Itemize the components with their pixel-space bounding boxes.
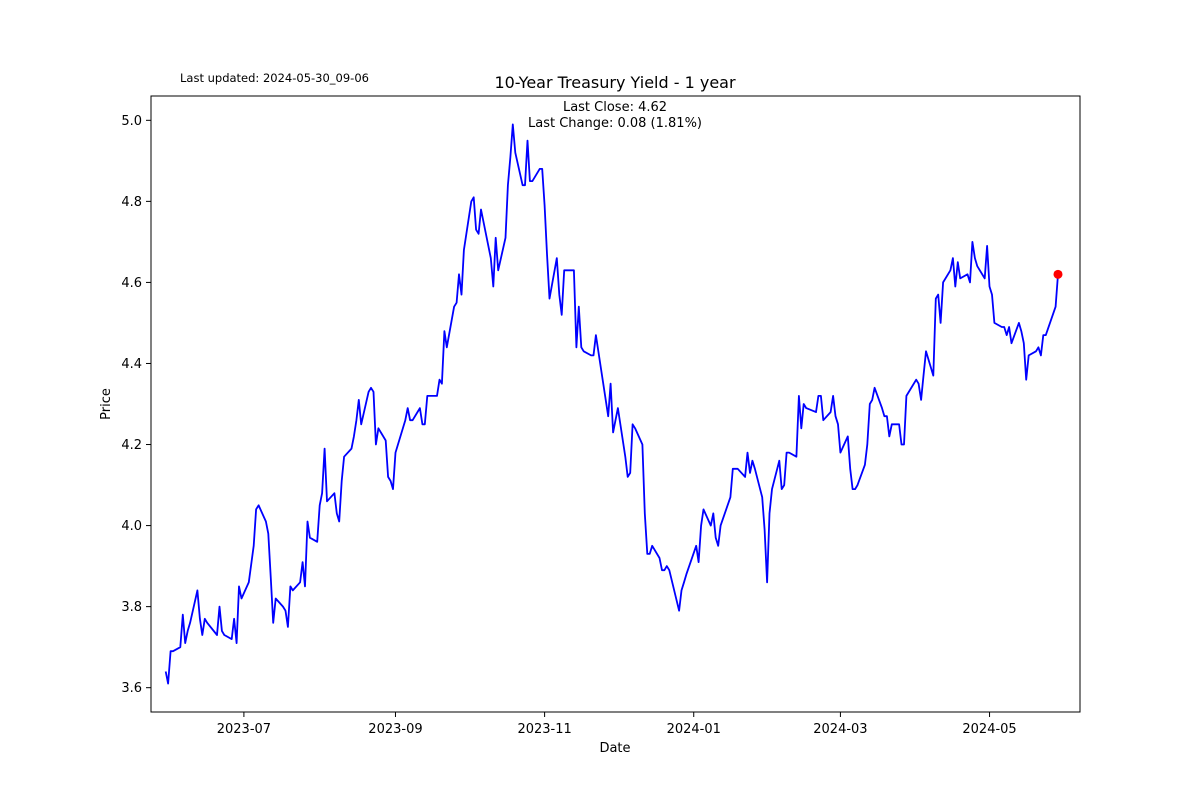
x-tick-label: 2023-07 [217, 722, 271, 737]
plot-frame [150, 95, 1081, 713]
y-tick-label: 5.0 [121, 114, 142, 129]
x-tick-label: 2023-09 [368, 722, 422, 737]
y-axis: 3.6 3.8 4.0 4.2 4.4 4.6 4.8 5.0 [121, 114, 151, 696]
x-tick-label: 2024-01 [667, 722, 721, 737]
x-tick-label: 2023-11 [517, 722, 571, 737]
y-tick-label: 4.0 [121, 519, 142, 534]
x-tick-label: 2024-05 [962, 722, 1016, 737]
y-axis-title: Price [99, 388, 114, 420]
series-line [164, 123, 1059, 685]
y-tick-label: 3.8 [121, 600, 142, 615]
y-tick-label: 4.8 [121, 195, 142, 210]
x-tick-label: 2024-03 [813, 722, 867, 737]
last-change-annotation: Last Change: 0.08 (1.81%) [528, 116, 702, 131]
y-tick-label: 3.6 [121, 681, 142, 696]
y-tick-label: 4.2 [121, 438, 142, 453]
plot-area: 3.63.84.04.24.44.64.85.0 2023-07 2023-09 2… [121, 95, 1081, 737]
last-close-marker [1053, 269, 1063, 279]
last-close-annotation: Last Close: 4.62 [563, 100, 667, 115]
chart-title: 10-Year Treasury Yield - 1 year [494, 73, 736, 92]
series-layer [164, 123, 1063, 685]
y-tick-label: 4.6 [121, 276, 142, 291]
y-tick-label: 4.4 [121, 357, 142, 372]
x-axis: 2023-07 2023-09 2023-11 2024-01 2024-03 2024-… [217, 712, 1017, 737]
x-axis-title: Date [599, 741, 630, 756]
last-updated-label: Last updated: 2024-05-30_09-06 [180, 71, 369, 85]
